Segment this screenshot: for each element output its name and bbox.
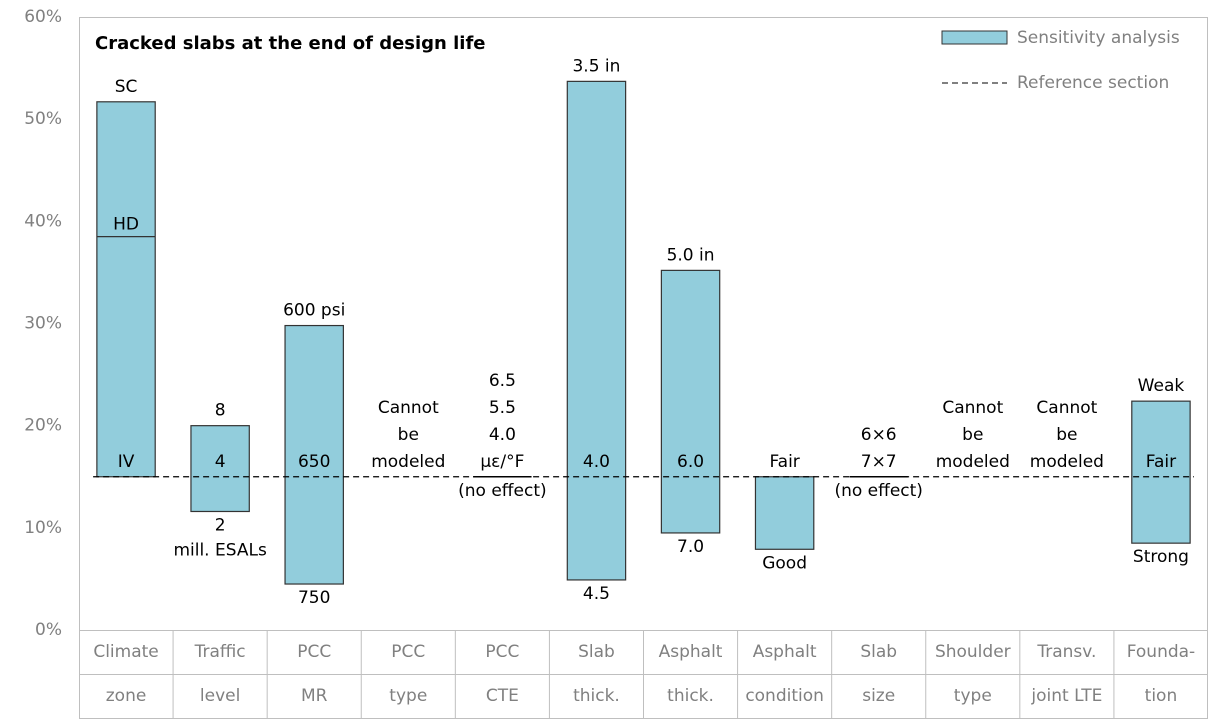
- y-tick-label: 0%: [35, 620, 62, 640]
- top-label: Cannot: [1036, 398, 1097, 418]
- legend-swatch: [941, 30, 1008, 45]
- bottom-label: 2: [215, 515, 226, 535]
- x-tick-label: Asphalt: [753, 642, 817, 662]
- top-label: Cannot: [378, 398, 439, 418]
- top-label: 4.0: [489, 425, 516, 445]
- bottom-label: 7.0: [677, 537, 704, 557]
- ref-label: 650: [298, 452, 330, 472]
- x-tick-label: Climate: [93, 642, 158, 662]
- x-tick-label: zone: [106, 686, 147, 706]
- top-label: 5.0 in: [667, 245, 715, 265]
- bottom-label: 750: [298, 588, 330, 608]
- bottom-label: Strong: [1133, 547, 1189, 567]
- x-tick-label: Transv.: [1036, 642, 1096, 662]
- y-tick-label: 10%: [24, 518, 62, 538]
- chart-title: Cracked slabs at the end of design life: [95, 33, 486, 54]
- x-tick-label: type: [389, 686, 427, 706]
- top-label: modeled: [1030, 452, 1104, 472]
- x-tick-label: condition: [745, 686, 824, 706]
- x-tick-label: joint LTE: [1030, 686, 1102, 706]
- ref-label: 6.0: [677, 452, 704, 472]
- top-label: 600 psi: [283, 301, 345, 321]
- y-tick-label: 60%: [24, 7, 62, 27]
- y-tick-label: 20%: [24, 416, 62, 436]
- ref-label: 4: [215, 452, 226, 472]
- x-tick-label: PCC: [485, 642, 519, 662]
- ref-label: 4.0: [583, 452, 610, 472]
- x-tick-label: PCC: [297, 642, 331, 662]
- top-label: be: [962, 425, 983, 445]
- x-tick-label: MR: [301, 686, 328, 706]
- bar: [566, 80, 627, 581]
- top-label: 8: [215, 401, 226, 421]
- top-label: modeled: [371, 452, 445, 472]
- legend-label: Sensitivity analysis: [1017, 28, 1180, 48]
- x-tick-label: tion: [1145, 686, 1178, 706]
- top-label: be: [1056, 425, 1077, 445]
- plot-frame: [79, 17, 1208, 719]
- ref-label: IV: [118, 452, 135, 472]
- bar: [190, 425, 250, 513]
- x-tick-label: PCC: [391, 642, 425, 662]
- legend-label: Reference section: [1017, 73, 1169, 93]
- ref-label: Fair: [1146, 452, 1176, 472]
- x-tick-label: Slab: [578, 642, 615, 662]
- x-tick-label: Asphalt: [659, 642, 723, 662]
- x-tick-label: Shoulder: [935, 642, 1011, 662]
- top-label: 5.5: [489, 398, 516, 418]
- y-tick-label: 30%: [24, 314, 62, 334]
- top-label: Cannot: [942, 398, 1003, 418]
- bar: [96, 101, 156, 478]
- top-label: Weak: [1138, 376, 1185, 396]
- x-tick-label: Traffic: [194, 642, 246, 662]
- ref-label: Fair: [769, 452, 799, 472]
- top-label: modeled: [936, 452, 1010, 472]
- top-label: 3.5 in: [572, 56, 620, 76]
- bar: [660, 269, 721, 534]
- x-tick-label: thick.: [667, 686, 714, 706]
- y-tick-label: 40%: [24, 211, 62, 231]
- inner-label: HD: [113, 215, 139, 235]
- top-label: 7×7: [861, 452, 897, 472]
- top-label: με/°F: [480, 452, 524, 472]
- x-tick-label: level: [200, 686, 240, 706]
- x-tick-label: type: [954, 686, 992, 706]
- bar: [284, 324, 344, 585]
- y-tick-label: 50%: [24, 109, 62, 129]
- bottom-label: (no effect): [834, 481, 923, 501]
- bottom-label: mill. ESALs: [173, 540, 266, 560]
- top-label: 6.5: [489, 371, 516, 391]
- bottom-label: Good: [762, 553, 807, 573]
- x-tick-label: thick.: [573, 686, 620, 706]
- top-label: SC: [115, 77, 138, 97]
- bottom-label: 4.5: [583, 584, 610, 604]
- x-tick-label: Founda-: [1127, 642, 1195, 662]
- bottom-label: (no effect): [458, 481, 547, 501]
- x-tick-label: Slab: [860, 642, 897, 662]
- x-tick-label: CTE: [486, 686, 519, 706]
- bar: [1131, 400, 1191, 544]
- top-label: 6×6: [861, 425, 897, 445]
- top-label: be: [398, 425, 419, 445]
- bar: [754, 476, 815, 550]
- x-tick-label: size: [862, 686, 895, 706]
